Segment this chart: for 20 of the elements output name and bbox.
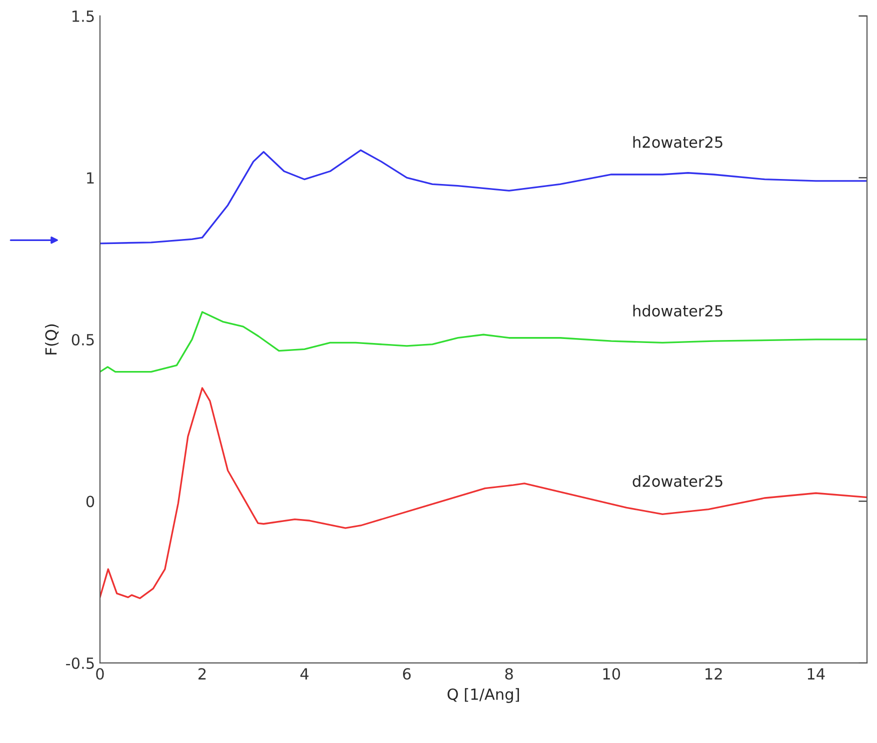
x-tick-label: 12: [706, 668, 722, 680]
line-series: [100, 387, 867, 600]
x-tick-label: 14: [808, 668, 825, 680]
y-tick-label: -0.5: [66, 657, 94, 669]
x-tick-label: 8: [505, 668, 513, 680]
x-tick-label: 10: [603, 668, 620, 680]
y-axis-title: F(Q): [44, 324, 59, 354]
y-tick-label: 0.5: [72, 334, 94, 346]
x-axis-title: Q [1/Ang]: [448, 688, 519, 703]
x-tick-label: 6: [402, 668, 411, 680]
x-tick-label: 2: [198, 668, 206, 680]
x-tick-label: 4: [300, 668, 309, 680]
series-label: hdowater25: [633, 304, 722, 317]
series-label: h2owater25: [633, 136, 722, 148]
y-tick-label: 0: [86, 496, 94, 508]
series-label: d2owater25: [632, 475, 722, 487]
x-tick-label: 0: [96, 668, 104, 680]
line-series: [100, 149, 867, 244]
y-tick-label: 1.5: [72, 10, 94, 22]
y-tick-label: 1: [87, 172, 94, 184]
